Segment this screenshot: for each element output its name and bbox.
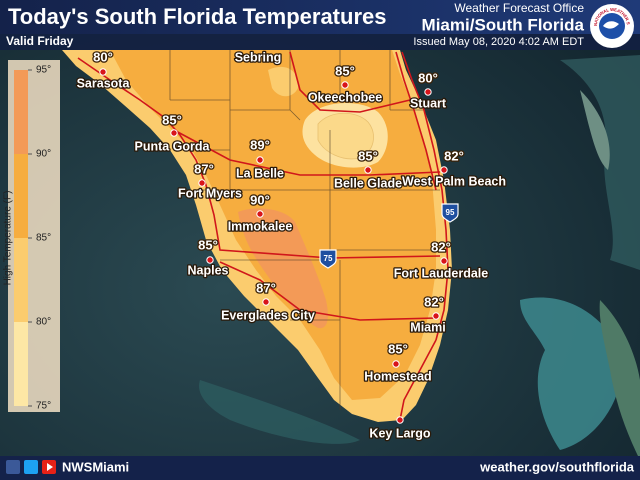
- office: Weather Forecast Office: [454, 1, 584, 15]
- city-dot: [256, 210, 264, 218]
- legend-band: [14, 238, 28, 322]
- city-name: Sarasota: [77, 76, 131, 90]
- city-name: Sebring: [235, 50, 282, 64]
- city-dot: [206, 256, 214, 264]
- city-dot: [432, 312, 440, 320]
- city-temp: 85°: [335, 63, 355, 78]
- city-temp: 82°: [431, 239, 451, 254]
- legend-tick-label: 95°: [36, 65, 51, 76]
- title: Today's South Florida Temperatures: [8, 4, 386, 29]
- interstate-shield: [319, 249, 337, 269]
- city-name: Miami: [410, 320, 445, 334]
- city-temp: 82°: [424, 294, 444, 309]
- city-temp: 80°: [418, 70, 438, 85]
- website[interactable]: weather.gov/southflorida: [479, 459, 635, 474]
- city-dot: [198, 179, 206, 187]
- city-dot: [440, 257, 448, 265]
- city-temp: 85°: [198, 237, 218, 252]
- city-name: Stuart: [410, 96, 447, 110]
- city-dot: [396, 416, 404, 424]
- bank: [520, 297, 622, 450]
- legend-band: [14, 322, 28, 406]
- city-temp: 87°: [256, 280, 276, 295]
- interstate-number: 75: [324, 254, 333, 263]
- legend-tick-label: 85°: [36, 233, 51, 244]
- island: [580, 90, 610, 170]
- legend-band: [14, 154, 28, 238]
- legend-ticks: 95° 90° 85° 80° 75°: [28, 65, 51, 412]
- city-name: Belle Glade: [334, 176, 402, 190]
- city-temp: 90°: [250, 192, 270, 207]
- legend-tick-label: 90°: [36, 149, 51, 160]
- city-temp: 82°: [444, 148, 464, 163]
- land-80-85: [268, 66, 299, 97]
- cities: 80° Sarasota Sebring 85° Okeechobee 80° Stuart…: [75, 48, 507, 441]
- interstate-95: [401, 51, 449, 341]
- youtube-play: [47, 463, 53, 471]
- twitter-icon[interactable]: [24, 460, 38, 474]
- city-temp: 85°: [162, 112, 182, 127]
- island: [599, 300, 640, 460]
- city-dot: [262, 298, 270, 306]
- issued: Issued May 08, 2020 4:02 AM EDT: [413, 36, 584, 48]
- city-dot: [170, 129, 178, 137]
- city-dot: [341, 81, 349, 89]
- header-band: [0, 0, 640, 34]
- valid-day: Valid Friday: [6, 34, 74, 48]
- city-temp: 89°: [250, 137, 270, 152]
- city-name: Everglades City: [221, 308, 315, 322]
- city-dot: [392, 360, 400, 368]
- city-dot: [440, 166, 448, 174]
- footer-band: [0, 456, 640, 480]
- city-dot: [364, 166, 372, 174]
- city-name: Homestead: [364, 369, 431, 383]
- city-name: Okeechobee: [308, 90, 382, 104]
- legend-tick-label: 80°: [36, 317, 51, 328]
- highway: [219, 261, 437, 321]
- nws-logo-bird: [603, 21, 619, 29]
- interstate-75: [77, 57, 441, 259]
- location: Miami/South Florida: [422, 15, 585, 34]
- social-handle[interactable]: NWSMiami: [62, 459, 129, 474]
- city-name: Punta Gorda: [134, 139, 210, 153]
- city-name: La Belle: [236, 166, 284, 180]
- interstate-number: 95: [446, 208, 455, 217]
- legend-band: [14, 70, 28, 154]
- highway: [289, 51, 411, 113]
- city-name: Naples: [188, 263, 229, 277]
- city-dot: [424, 88, 432, 96]
- subheader-band: [0, 34, 640, 50]
- facebook-icon[interactable]: [6, 460, 20, 474]
- city-temp: 87°: [194, 161, 214, 176]
- land-90-95: [238, 208, 328, 329]
- legend-tick-label: 75°: [36, 401, 51, 412]
- city-name: Fort Myers: [178, 186, 242, 200]
- city-temp: 80°: [93, 49, 113, 64]
- shields: 95 75: [319, 203, 459, 269]
- city-name: Fort Lauderdale: [394, 266, 489, 280]
- city-dot: [99, 68, 107, 76]
- highway: [173, 129, 441, 176]
- legend-label: High Temperature (F): [3, 191, 14, 286]
- city-temp: 85°: [388, 341, 408, 356]
- city-name: Key Largo: [369, 426, 430, 440]
- city-temp: 85°: [358, 148, 378, 163]
- city-name: West Palm Beach: [402, 174, 506, 188]
- city-name: Immokalee: [228, 219, 293, 233]
- reef: [199, 380, 360, 444]
- bahama-bank: [560, 55, 640, 270]
- city-dot: [256, 156, 264, 164]
- highway: [395, 51, 437, 421]
- interstate-shield: [441, 203, 459, 223]
